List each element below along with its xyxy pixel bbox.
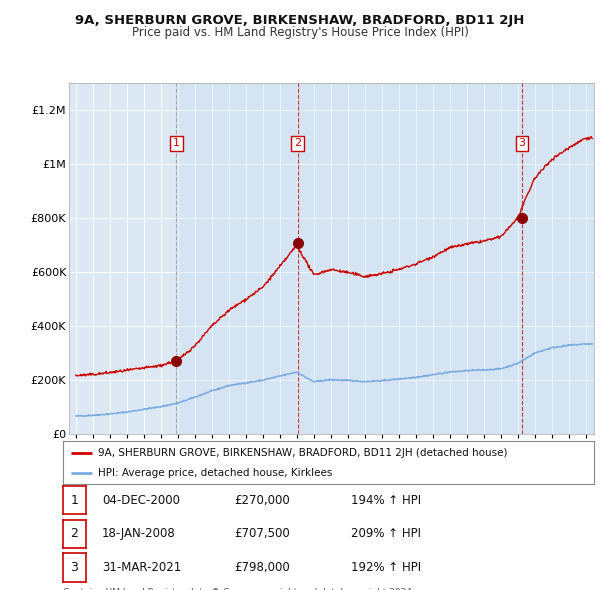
Bar (176, 83, 298, 434)
Text: 18-JAN-2008: 18-JAN-2008 (102, 527, 176, 540)
Text: 1: 1 (173, 139, 180, 148)
Text: 9A, SHERBURN GROVE, BIRKENSHAW, BRADFORD, BD11 2JH: 9A, SHERBURN GROVE, BIRKENSHAW, BRADFORD… (76, 14, 524, 27)
Text: £798,000: £798,000 (234, 561, 290, 574)
Text: 2: 2 (294, 139, 301, 148)
Bar (298, 83, 594, 434)
Text: Price paid vs. HM Land Registry's House Price Index (HPI): Price paid vs. HM Land Registry's House … (131, 26, 469, 39)
Text: 1: 1 (70, 494, 79, 507)
Text: 3: 3 (518, 139, 525, 148)
Text: £707,500: £707,500 (234, 527, 290, 540)
Text: HPI: Average price, detached house, Kirklees: HPI: Average price, detached house, Kirk… (98, 468, 332, 478)
Text: 194% ↑ HPI: 194% ↑ HPI (351, 494, 421, 507)
Text: 3: 3 (70, 561, 79, 574)
Text: 31-MAR-2021: 31-MAR-2021 (102, 561, 181, 574)
Text: £270,000: £270,000 (234, 494, 290, 507)
Text: 04-DEC-2000: 04-DEC-2000 (102, 494, 180, 507)
Text: 2: 2 (70, 527, 79, 540)
Text: 209% ↑ HPI: 209% ↑ HPI (351, 527, 421, 540)
Text: 192% ↑ HPI: 192% ↑ HPI (351, 561, 421, 574)
Text: Contains HM Land Registry data © Crown copyright and database right 2024.
This d: Contains HM Land Registry data © Crown c… (63, 588, 415, 590)
Text: 9A, SHERBURN GROVE, BIRKENSHAW, BRADFORD, BD11 2JH (detached house): 9A, SHERBURN GROVE, BIRKENSHAW, BRADFORD… (98, 448, 507, 458)
